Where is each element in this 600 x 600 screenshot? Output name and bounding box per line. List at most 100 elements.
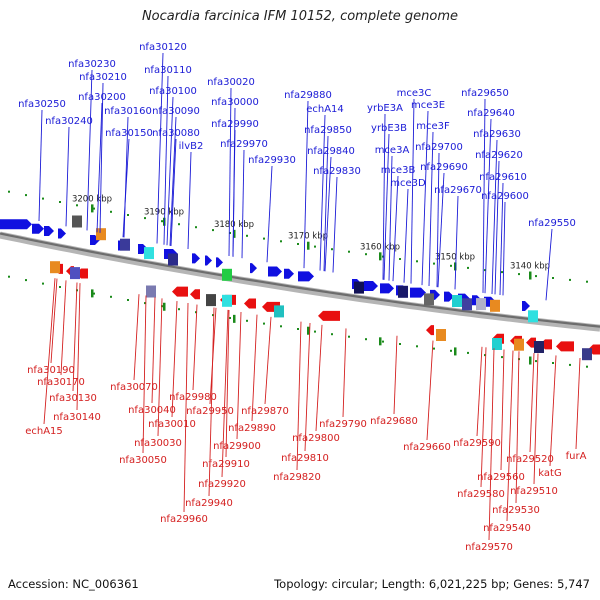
forward-leader-line [436,152,440,288]
forward-gene-arrow[interactable] [364,281,378,292]
reverse-gene-label: nfa29960 [160,514,208,525]
forward-guide-dot [42,197,44,200]
feature-block[interactable] [582,348,592,361]
reverse-gene-arrow[interactable] [172,286,188,297]
tick-mark [233,229,236,238]
forward-gene-label: nfa29690 [420,162,468,173]
forward-guide-dot [110,210,112,213]
forward-gene-label: mce3D [390,178,426,189]
feature-block[interactable] [206,294,216,307]
forward-leader-line [494,160,500,295]
feature-block[interactable] [462,298,472,311]
forward-gene-label: nfa29630 [473,129,521,140]
forward-gene-arrow[interactable] [58,228,66,239]
forward-leader-line [499,182,504,296]
reverse-leader-line [529,352,535,453]
feature-block[interactable] [514,338,524,351]
tick-mark [163,302,166,311]
reverse-gene-label: nfa29680 [370,416,418,427]
feature-block[interactable] [70,267,80,280]
reverse-gene-label: nfa29530 [492,505,540,516]
forward-gene-arrow[interactable] [522,301,530,312]
feature-block[interactable] [476,298,486,311]
feature-block[interactable] [50,261,60,274]
forward-gene-arrow[interactable] [284,268,294,279]
feature-block[interactable] [528,310,538,323]
feature-block[interactable] [490,299,500,312]
forward-guide-dot [501,271,503,274]
feature-block[interactable] [168,253,178,266]
reverse-gene-arrow[interactable] [526,337,536,348]
forward-gene-label: nfa29550 [528,218,576,229]
feature-block[interactable] [452,295,462,307]
reverse-gene-arrow[interactable] [556,341,574,352]
feature-block[interactable] [492,338,502,350]
forward-guide-dot [467,266,469,269]
reverse-guide-dot [178,308,180,311]
forward-guide-dot [331,248,333,251]
feature-block[interactable] [72,215,82,228]
forward-gene-arrow[interactable] [444,291,454,302]
reverse-gene-label: nfa29590 [453,438,501,449]
reverse-guide-dot [297,328,299,330]
forward-guide-dot [433,262,435,265]
forward-guide-dot [416,260,418,263]
forward-gene-arrow[interactable] [205,255,212,266]
reverse-leader-line [426,340,434,441]
reverse-gene-label: nfa29660 [403,442,451,453]
reverse-gene-arrow[interactable] [244,298,256,309]
forward-gene-arrow[interactable] [32,223,44,234]
forward-gene-label: nfa29840 [307,146,355,157]
forward-gene-label: nfa30200 [78,92,126,103]
forward-guide-dot [195,226,197,229]
forward-gene-arrow[interactable] [192,253,200,264]
reverse-gene-label: nfa29900 [213,441,261,452]
feature-block[interactable] [534,341,544,353]
tick-mark [529,356,532,365]
reverse-gene-label: nfa29980 [169,392,217,403]
tick-mark [307,241,310,250]
forward-guide-dot [348,250,350,253]
forward-gene-arrow[interactable] [250,263,257,274]
forward-leader-line [437,172,445,288]
reverse-gene-label: nfa30040 [128,405,176,416]
reverse-guide-dot [229,317,231,319]
forward-guide-dot [450,264,452,267]
forward-gene-arrow[interactable] [44,225,54,236]
reverse-guide-dot [416,345,418,348]
forward-gene-arrow[interactable] [298,271,314,282]
reverse-gene-arrow[interactable] [426,325,434,336]
tick-mark [454,347,457,356]
forward-guide-dot [93,207,95,210]
feature-block[interactable] [96,228,106,241]
feature-block[interactable] [146,285,156,298]
forward-gene-arrow[interactable] [0,219,32,230]
forward-gene-arrow[interactable] [268,266,282,277]
genome-backbone [0,231,600,332]
feature-block[interactable] [436,329,446,341]
forward-guide-dot [59,201,61,203]
forward-gene-arrow[interactable] [380,283,394,294]
reverse-guide-dot [42,282,44,285]
feature-block[interactable] [424,293,434,306]
tick-mark [379,337,382,346]
forward-leader-line [502,201,506,296]
reverse-gene-arrow[interactable] [190,289,200,300]
feature-block[interactable] [274,305,284,318]
feature-block[interactable] [120,238,130,251]
reverse-gene-arrow[interactable] [318,310,340,321]
reverse-gene-label: nfa30190 [27,365,75,376]
forward-guide-dot [484,269,486,272]
feature-block[interactable] [144,247,154,260]
feature-block[interactable] [222,268,232,281]
feature-block[interactable] [354,281,364,294]
feature-block[interactable] [222,294,232,307]
forward-gene-arrow[interactable] [216,257,223,268]
forward-leader-line [454,195,459,290]
forward-leader-line [266,165,273,263]
tick-label: 3160 kbp [360,242,400,252]
reverse-gene-label: nfa29800 [292,433,340,444]
feature-block[interactable] [398,285,408,298]
forward-gene-arrow[interactable] [410,287,426,298]
reverse-guide-dot [144,302,146,305]
